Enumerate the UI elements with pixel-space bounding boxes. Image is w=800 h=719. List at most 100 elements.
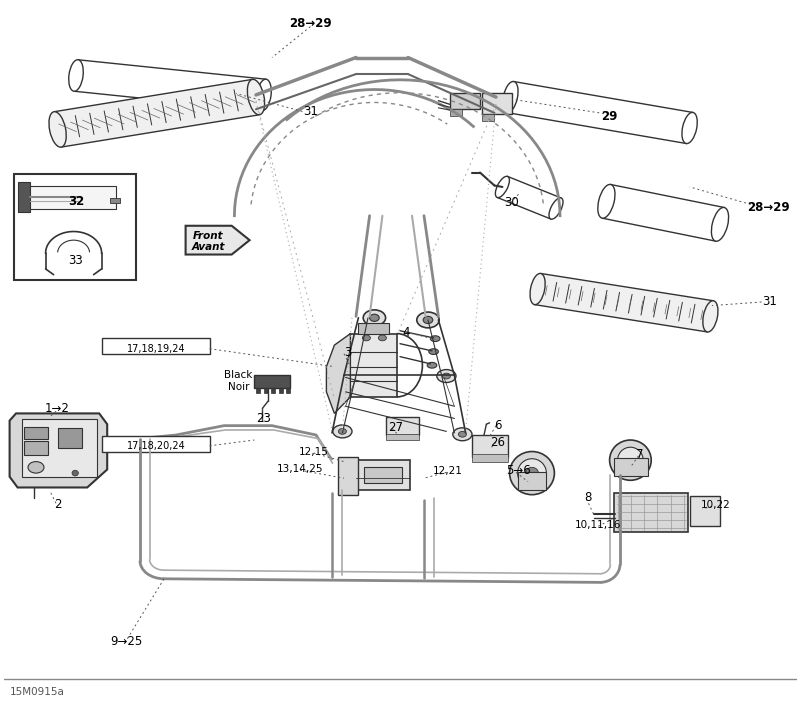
Bar xyxy=(614,458,648,476)
Ellipse shape xyxy=(69,60,83,91)
Ellipse shape xyxy=(333,425,352,438)
Polygon shape xyxy=(186,226,250,255)
Bar xyxy=(256,388,260,393)
Bar xyxy=(278,388,282,393)
Ellipse shape xyxy=(72,470,78,476)
Ellipse shape xyxy=(49,111,66,147)
Bar xyxy=(110,198,120,203)
Text: 27: 27 xyxy=(388,421,402,434)
Text: 2: 2 xyxy=(54,498,62,511)
Bar xyxy=(614,493,688,532)
Text: 29: 29 xyxy=(602,110,618,123)
Text: 17,18,20,24: 17,18,20,24 xyxy=(126,441,186,451)
Ellipse shape xyxy=(530,273,545,305)
Polygon shape xyxy=(507,81,693,144)
Text: 4: 4 xyxy=(402,326,410,339)
Bar xyxy=(472,454,508,462)
Ellipse shape xyxy=(682,112,698,144)
Text: 26: 26 xyxy=(490,436,505,449)
Ellipse shape xyxy=(348,371,356,377)
Ellipse shape xyxy=(437,370,456,383)
Ellipse shape xyxy=(510,452,554,495)
Bar xyxy=(518,472,546,490)
Text: 12,21: 12,21 xyxy=(433,466,463,476)
Ellipse shape xyxy=(598,184,615,219)
Text: 28→29: 28→29 xyxy=(746,201,790,214)
Text: 10,11,16: 10,11,16 xyxy=(575,520,622,530)
Text: 3: 3 xyxy=(344,346,352,359)
Ellipse shape xyxy=(247,79,265,115)
Bar xyxy=(102,436,210,452)
Ellipse shape xyxy=(610,440,651,480)
Text: 23: 23 xyxy=(257,412,271,425)
Ellipse shape xyxy=(526,467,538,479)
Text: 7: 7 xyxy=(636,448,644,461)
Ellipse shape xyxy=(458,431,466,437)
Polygon shape xyxy=(602,185,724,241)
Bar xyxy=(24,427,48,439)
Ellipse shape xyxy=(28,462,44,473)
Bar xyxy=(482,93,512,114)
Bar xyxy=(338,457,358,495)
Bar xyxy=(356,460,410,490)
Ellipse shape xyxy=(378,335,386,341)
Bar xyxy=(24,186,116,209)
Bar xyxy=(271,388,275,393)
Text: 8: 8 xyxy=(584,491,592,504)
Polygon shape xyxy=(10,413,107,487)
Text: 31: 31 xyxy=(762,296,777,308)
Ellipse shape xyxy=(338,429,346,434)
Ellipse shape xyxy=(618,447,643,473)
Text: Avant: Avant xyxy=(191,242,225,252)
Text: 5→6: 5→6 xyxy=(506,464,530,477)
Ellipse shape xyxy=(429,349,438,354)
Text: 6: 6 xyxy=(494,419,502,432)
Ellipse shape xyxy=(342,367,362,380)
Text: 33: 33 xyxy=(69,254,83,267)
Text: 32: 32 xyxy=(68,195,84,208)
Bar xyxy=(472,435,508,457)
Polygon shape xyxy=(54,79,259,147)
Ellipse shape xyxy=(711,207,729,242)
Ellipse shape xyxy=(427,362,437,368)
Text: 15M0915a: 15M0915a xyxy=(10,687,65,697)
Bar xyxy=(14,174,136,280)
Ellipse shape xyxy=(502,81,518,113)
Ellipse shape xyxy=(453,428,472,441)
Ellipse shape xyxy=(370,314,379,321)
Text: 10,22: 10,22 xyxy=(701,500,731,510)
Bar xyxy=(350,334,397,397)
Bar xyxy=(18,182,30,212)
Polygon shape xyxy=(326,334,350,413)
Text: 31: 31 xyxy=(303,105,318,118)
Bar xyxy=(450,109,462,116)
Text: 13,14,25: 13,14,25 xyxy=(277,464,323,474)
Ellipse shape xyxy=(442,373,450,379)
Text: 30: 30 xyxy=(505,196,519,209)
Text: 1→2: 1→2 xyxy=(45,402,70,415)
Bar xyxy=(102,338,210,354)
Text: 17,18,19,24: 17,18,19,24 xyxy=(126,344,186,354)
Bar xyxy=(286,388,290,393)
Polygon shape xyxy=(534,273,714,332)
Bar xyxy=(450,93,480,109)
Bar xyxy=(482,114,494,121)
Ellipse shape xyxy=(257,79,271,111)
Bar xyxy=(358,323,389,334)
Bar xyxy=(254,375,290,388)
Bar xyxy=(22,419,97,477)
Text: 28→29: 28→29 xyxy=(289,17,332,29)
Text: 12,15: 12,15 xyxy=(298,446,329,457)
Ellipse shape xyxy=(703,301,718,332)
Ellipse shape xyxy=(362,335,370,341)
Ellipse shape xyxy=(430,336,440,342)
Ellipse shape xyxy=(423,316,433,324)
Polygon shape xyxy=(497,176,562,219)
Text: Front: Front xyxy=(193,231,223,241)
Text: Black
Noir: Black Noir xyxy=(224,370,253,392)
Bar xyxy=(386,417,419,435)
Bar xyxy=(386,434,419,440)
Polygon shape xyxy=(74,60,266,111)
Bar xyxy=(264,388,267,393)
Ellipse shape xyxy=(495,176,510,198)
